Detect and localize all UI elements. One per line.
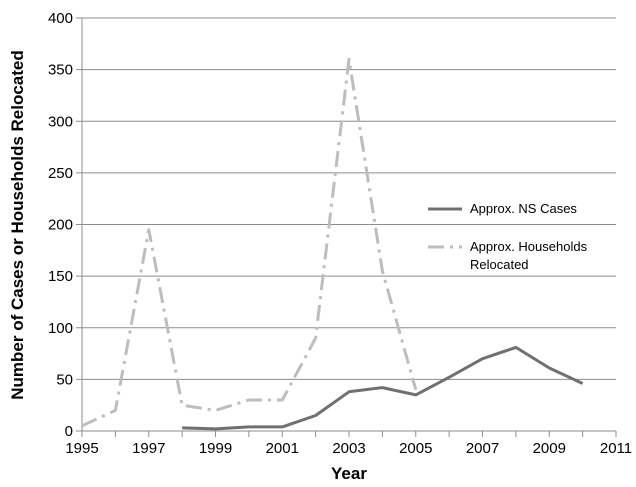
y-axis-title: Number of Cases or Households Relocated [8,50,27,400]
series-0-point-2000 [247,425,250,428]
y-tick-label-0: 0 [65,423,73,440]
series-0-point-2004 [381,386,384,389]
legend-label-0: Approx. NS Cases [470,201,577,216]
y-tick-label-150: 150 [48,268,73,285]
series-0-point-1999 [214,427,217,430]
x-tick-label-1999: 1999 [199,440,232,457]
legend: Approx. NS Cases Approx. Households Reloca… [428,201,588,272]
y-tick-label-250: 250 [48,165,73,182]
data-series [81,57,584,431]
series-1-point-1998 [181,404,184,407]
x-tick-label-2007: 2007 [466,440,499,457]
series-0-point-2006 [448,376,451,379]
series-1-point-1995 [81,424,84,427]
series-1-point-2005 [414,388,417,391]
y-tick-label-200: 200 [48,217,73,234]
series-1-point-1997 [147,228,150,231]
series-1-point-2003 [348,58,351,61]
series-1-point-1999 [214,409,217,412]
series-0-point-2002 [314,414,317,417]
legend-label-1-line-1: Relocated [470,257,529,272]
x-axis-title: Year [331,464,367,483]
x-tick-label-2001: 2001 [266,440,299,457]
y-tick-label-350: 350 [48,62,73,79]
series-0-point-2007 [481,357,484,360]
series-line-0 [182,345,584,431]
series-0-point-2001 [281,425,284,428]
tick-labels: 0 50 100 150 200 250 300 350 400 1995 1997 1999 2001… [48,10,632,457]
legend-label-1-line-0: Approx. Households [470,239,588,254]
series-0-point-2003 [348,390,351,393]
y-tick-label-100: 100 [48,320,73,337]
series-0-point-1998 [181,426,184,429]
y-tick-label-50: 50 [56,371,73,388]
axes [76,17,617,437]
x-tick-label-2003: 2003 [332,440,365,457]
x-tick-label-2009: 2009 [533,440,566,457]
y-tick-label-400: 400 [48,10,73,27]
grid-lines [82,17,616,380]
series-0-point-2010 [581,382,584,385]
y-tick-label-300: 300 [48,113,73,130]
series-0-point-2009 [548,367,551,370]
series-1-point-2001 [281,399,284,402]
series-1-point-2004 [381,269,384,272]
x-tick-label-1995: 1995 [65,440,98,457]
series-0-point-2008 [514,346,517,349]
x-tick-label-1997: 1997 [132,440,165,457]
x-tick-label-2005: 2005 [399,440,432,457]
series-0-point-2005 [414,393,417,396]
series-1-point-2000 [247,399,250,402]
series-1-point-1996 [114,409,117,412]
series-line-1 [81,57,418,428]
series-1-point-2002 [314,337,317,340]
x-tick-label-2011: 2011 [600,440,632,457]
